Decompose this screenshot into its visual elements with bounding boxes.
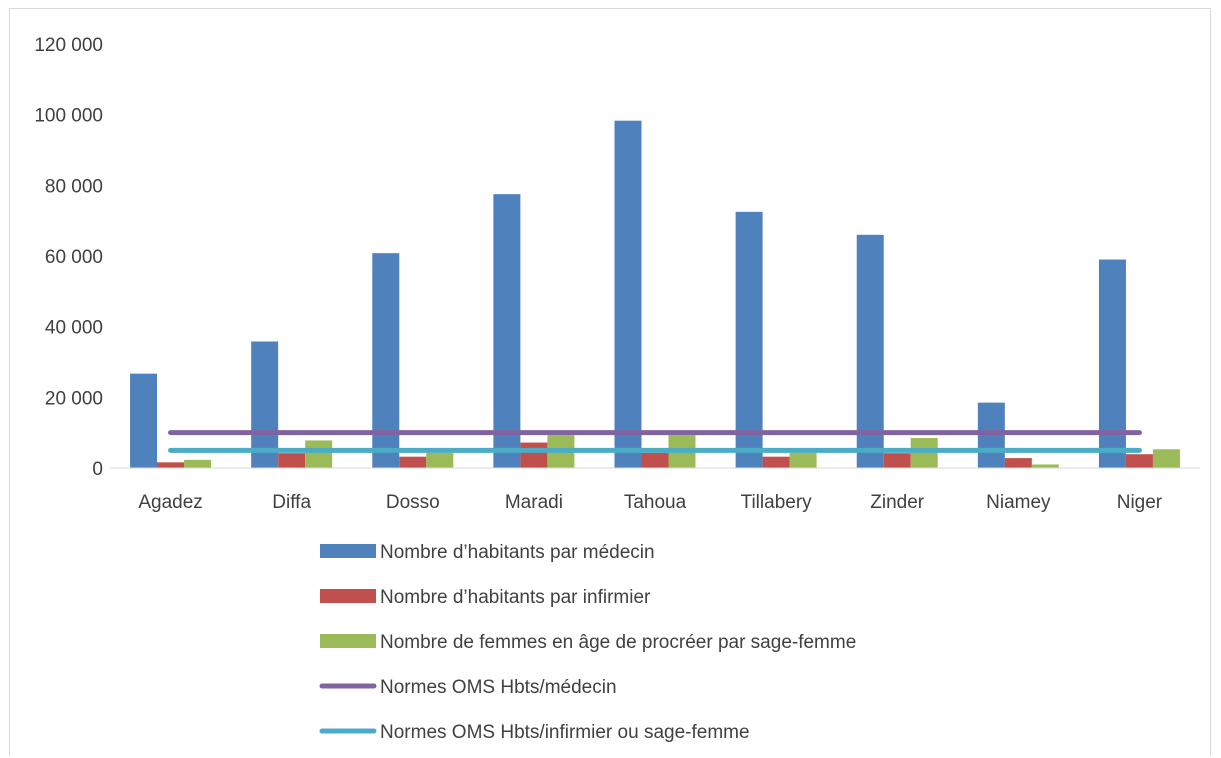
x-tick-label: Tillabery (741, 492, 813, 513)
bar-3 (910, 437, 938, 468)
legend-label: Nombre d’habitants par médecin (380, 542, 655, 563)
legend: Nombre d’habitants par médecin Nombre d’h… (319, 542, 856, 743)
x-tick-label: Agadez (138, 492, 202, 513)
bar-2 (157, 462, 185, 468)
bar-2 (883, 453, 911, 468)
bar-2 (1004, 458, 1032, 468)
y-tick-label: 120 000 (34, 35, 103, 56)
bar-1 (372, 253, 400, 468)
x-tick-label: Maradi (505, 492, 563, 513)
bar-1 (856, 234, 884, 468)
bar-1 (251, 341, 279, 468)
legend-label: Normes OMS Hbts/infirmier ou sage-femme (380, 722, 750, 743)
bar-2 (278, 453, 306, 468)
bars (130, 120, 1180, 469)
legend-label: Normes OMS Hbts/médecin (380, 677, 617, 698)
bar-1 (977, 402, 1005, 468)
y-tick-label: 20 000 (45, 388, 103, 409)
y-tick-label: 80 000 (45, 176, 103, 197)
y-tick-label: 100 000 (34, 106, 103, 127)
bar-3 (1152, 449, 1180, 468)
legend-swatch (320, 589, 376, 603)
bar-1 (614, 120, 642, 468)
legend-label: Nombre d’habitants par infirmier (380, 587, 651, 608)
legend-swatch (320, 634, 376, 648)
y-tick-label: 0 (92, 459, 103, 480)
bar-3 (305, 440, 333, 468)
y-tick-label: 60 000 (45, 247, 103, 268)
bar-2 (762, 456, 790, 468)
x-tick-label: Niger (1117, 492, 1163, 513)
bar-3 (789, 452, 817, 468)
norm-lines (168, 430, 1142, 453)
x-tick-label: Tahoua (624, 492, 687, 513)
bar-1 (130, 373, 158, 468)
x-tick-label: Zinder (870, 492, 925, 513)
bar-1 (493, 194, 521, 468)
x-axis-ticks: Agadez Diffa Dosso Maradi Tahoua Tillabery Zin… (138, 492, 1162, 513)
bar-1 (1098, 259, 1126, 468)
bar-2 (1125, 454, 1153, 468)
chart-frame (9, 8, 1211, 756)
bar-2 (399, 456, 427, 468)
legend-label: Nombre de femmes en âge de procréer par … (380, 632, 856, 653)
bar-3 (1031, 464, 1059, 468)
bar-2 (641, 452, 669, 468)
x-tick-label: Dosso (386, 492, 440, 513)
bar-2 (520, 442, 548, 468)
bar-1 (735, 211, 763, 469)
bar-3 (184, 459, 212, 468)
y-tick-label: 40 000 (45, 318, 103, 339)
legend-swatch (320, 544, 376, 558)
x-tick-label: Diffa (272, 492, 311, 513)
bar-3 (426, 452, 454, 468)
y-axis-ticks: 0 20 000 40 000 60 000 80 000 100 000 120 000 (34, 35, 103, 480)
x-tick-label: Niamey (986, 492, 1051, 513)
